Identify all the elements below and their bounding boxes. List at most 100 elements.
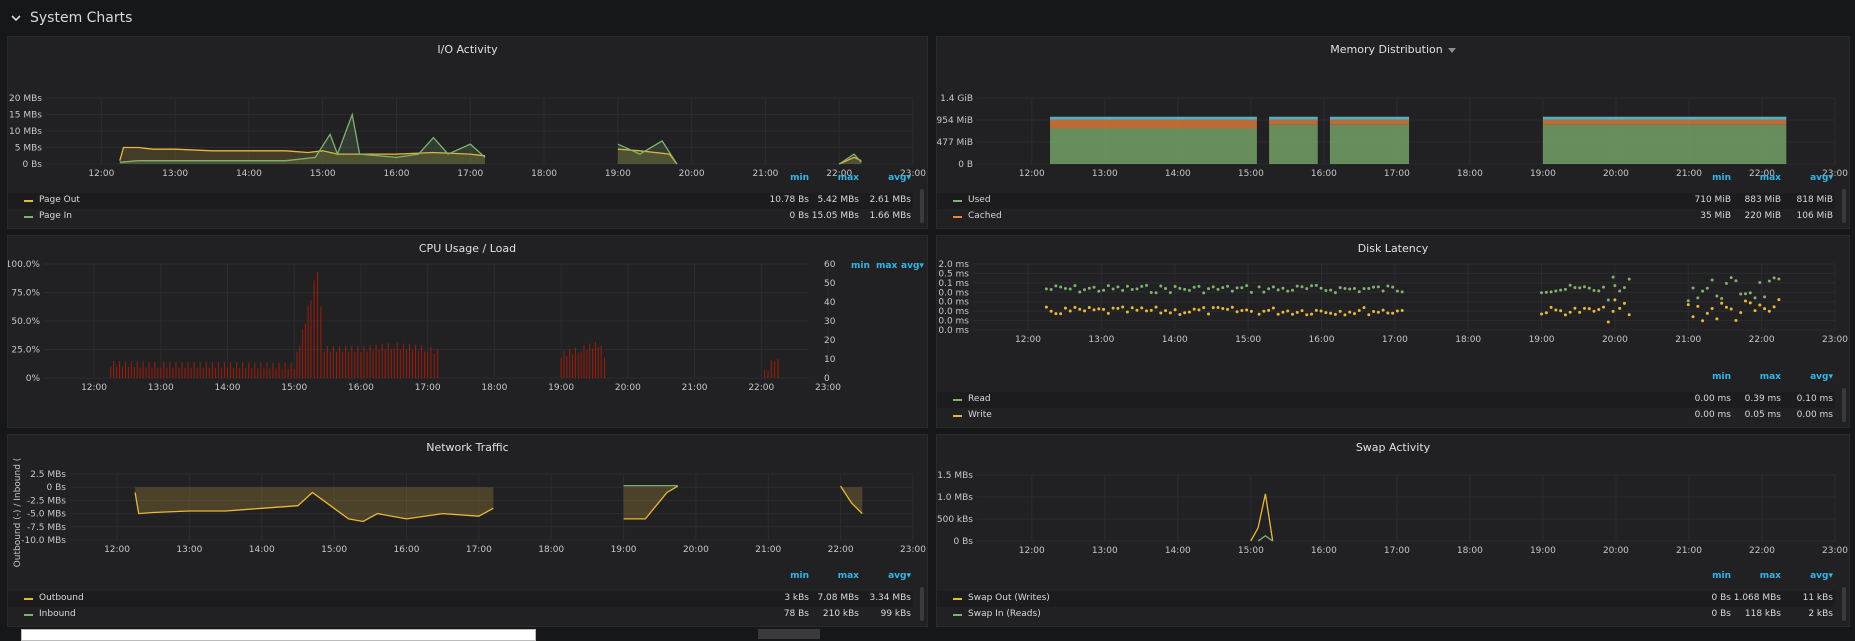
- legend-color-swatch[interactable]: [24, 200, 33, 202]
- legend-header-avg[interactable]: avg▾: [1810, 571, 1833, 581]
- row-header[interactable]: System Charts: [0, 0, 1855, 36]
- legend-series-name[interactable]: Swap Out (Writes): [968, 593, 1050, 603]
- latency-point-write: [1353, 312, 1356, 315]
- legend-series-name[interactable]: Swap In (Reads): [968, 609, 1041, 619]
- legend-color-swatch[interactable]: [24, 216, 33, 218]
- legend-color-swatch[interactable]: [953, 598, 962, 600]
- latency-point-write: [1593, 310, 1596, 313]
- legend-header: min max avg▾: [1549, 571, 1849, 585]
- legend-value-min: 35 MiB: [1700, 211, 1731, 221]
- legend-color-swatch[interactable]: [953, 399, 962, 401]
- legend-header-avg[interactable]: avg▾: [1810, 173, 1833, 183]
- x-tick-label: 14:00: [1165, 169, 1191, 179]
- legend-color-swatch[interactable]: [953, 614, 962, 616]
- x-tick-label: 23:00: [900, 545, 926, 555]
- legend-series-name[interactable]: Inbound: [39, 609, 76, 619]
- legend-header-min[interactable]: min: [1712, 571, 1731, 581]
- latency-point-write: [1588, 307, 1591, 310]
- bottom-input-field[interactable]: [21, 629, 536, 641]
- legend-color-swatch[interactable]: [24, 614, 33, 616]
- latency-point-write: [1739, 311, 1742, 314]
- latency-point-read: [1155, 291, 1158, 294]
- bottom-scroll-thumb[interactable]: [758, 629, 820, 639]
- legend-header-avg[interactable]: avg▾: [1810, 372, 1833, 382]
- latency-point-read: [1540, 291, 1543, 294]
- legend-header-max[interactable]: max: [876, 261, 897, 271]
- legend-header-min[interactable]: min: [790, 571, 809, 581]
- x-tick-label: 15:00: [281, 383, 307, 393]
- legend-color-swatch[interactable]: [953, 200, 962, 202]
- legend-header-avg[interactable]: avg▾: [888, 571, 911, 581]
- latency-point-read: [1725, 282, 1728, 285]
- x-tick-label: 15:00: [310, 169, 336, 179]
- x-tick-label: 13:00: [162, 169, 188, 179]
- latency-point-read: [1692, 286, 1695, 289]
- legend-scrollbar[interactable]: [1842, 388, 1846, 422]
- legend-scrollbar[interactable]: [920, 587, 924, 621]
- caret-down-icon[interactable]: [1448, 48, 1456, 53]
- legend-header-min[interactable]: min: [1712, 173, 1731, 183]
- legend-value-max: 220 MiB: [1745, 211, 1781, 221]
- legend-series-name[interactable]: Page Out: [39, 195, 80, 205]
- legend-header-min[interactable]: min: [851, 261, 870, 271]
- legend-scrollbar[interactable]: [920, 189, 924, 223]
- legend-series-name[interactable]: Write: [968, 410, 992, 420]
- legend-value-max: 1.068 MBs: [1734, 593, 1781, 603]
- latency-point-write: [1296, 311, 1299, 314]
- latency-point-write: [1749, 301, 1752, 304]
- x-tick-label: 20:00: [683, 545, 709, 555]
- legend-color-swatch[interactable]: [24, 598, 33, 600]
- panel-title[interactable]: CPU Usage / Load: [8, 242, 927, 255]
- latency-point-read: [1773, 276, 1776, 279]
- legend-scrollbar[interactable]: [1842, 587, 1846, 621]
- legend-scrollbar[interactable]: [1842, 189, 1846, 223]
- panel-title[interactable]: Disk Latency: [937, 242, 1849, 255]
- latency-point-write: [1715, 317, 1718, 320]
- legend-color-swatch[interactable]: [953, 415, 962, 417]
- latency-point-read: [1064, 287, 1067, 290]
- legend-header-min[interactable]: min: [790, 173, 809, 183]
- latency-point-write: [1773, 305, 1776, 308]
- legend-header-max[interactable]: max: [1760, 173, 1781, 183]
- panel-title[interactable]: Memory Distribution: [937, 43, 1849, 56]
- legend-series-name[interactable]: Page In: [39, 211, 72, 221]
- chevron-down-icon[interactable]: [10, 12, 22, 24]
- legend-color-swatch[interactable]: [953, 216, 962, 218]
- panel-title[interactable]: I/O Activity: [8, 43, 927, 56]
- legend-header-max[interactable]: max: [838, 571, 859, 581]
- latency-point-write: [1169, 311, 1172, 314]
- legend-header-avg[interactable]: avg▾: [888, 173, 911, 183]
- latency-point-read: [1623, 286, 1626, 289]
- legend-header-max[interactable]: max: [1760, 372, 1781, 382]
- latency-point-write: [1116, 307, 1119, 310]
- latency-point-read: [1758, 281, 1761, 284]
- latency-point-read: [1739, 292, 1742, 295]
- panel-title[interactable]: Network Traffic: [8, 441, 927, 454]
- latency-point-write: [1155, 306, 1158, 309]
- latency-point-write: [1069, 309, 1072, 312]
- used-area: [1330, 125, 1409, 164]
- latency-point-read: [1301, 285, 1304, 288]
- legend-series-name[interactable]: Outbound: [39, 593, 84, 603]
- legend-header-avg[interactable]: avg▾: [901, 261, 924, 271]
- legend-series-name[interactable]: Used: [968, 195, 991, 205]
- legend-series-name[interactable]: Cached: [968, 211, 1002, 221]
- legend-series-name[interactable]: Read: [968, 394, 991, 404]
- legend-header-max[interactable]: max: [838, 173, 859, 183]
- legend-header-min[interactable]: min: [1712, 372, 1731, 382]
- legend-header-max[interactable]: max: [1760, 571, 1781, 581]
- latency-point-read: [1131, 288, 1134, 291]
- latency-point-read: [1159, 284, 1162, 287]
- latency-point-read: [1339, 286, 1342, 289]
- panel-title[interactable]: Swap Activity: [937, 441, 1849, 454]
